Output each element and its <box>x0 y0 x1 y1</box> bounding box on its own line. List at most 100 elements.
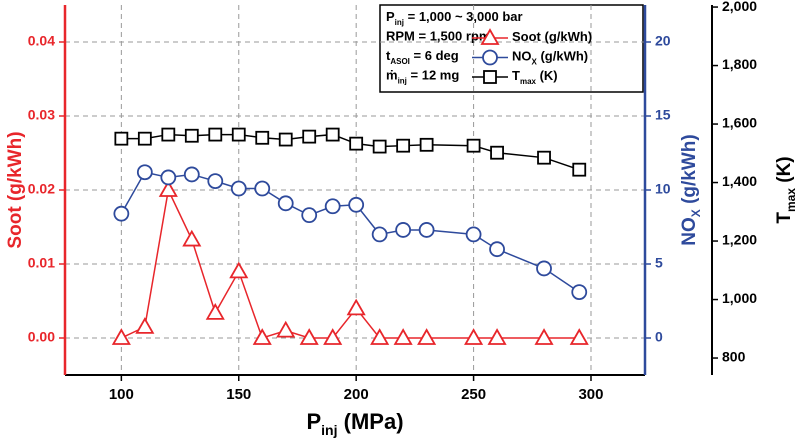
point <box>184 128 199 143</box>
text-part: t <box>386 48 391 63</box>
point <box>207 173 224 190</box>
text-part: max <box>520 77 537 86</box>
x-tick-label: 200 <box>344 386 369 403</box>
y-axis-title: Soot (g/kWh) <box>5 131 26 248</box>
y2-tick-label: 15 <box>655 107 671 123</box>
y-tick-label: 0.04 <box>28 33 55 49</box>
text-part: (K) <box>774 156 795 188</box>
point <box>208 127 223 142</box>
text-part: (g/kWh) <box>679 134 700 209</box>
y-tick-label: 0.02 <box>28 181 55 197</box>
point <box>183 166 200 183</box>
text-part: (K) <box>536 68 558 83</box>
text-part: RPM = 1,500 rpm <box>386 29 490 44</box>
y2-axis-title: NOX (g/kWh) <box>679 134 703 245</box>
point <box>254 180 271 197</box>
point <box>572 162 587 177</box>
text-part: X <box>532 57 538 66</box>
legend-marker <box>483 70 497 84</box>
y-tick-label: 0.01 <box>28 255 55 271</box>
point <box>182 229 202 247</box>
point <box>229 261 249 279</box>
annotation: ṁinj = 12 mg <box>386 68 459 85</box>
text-part: inj <box>398 76 407 85</box>
point <box>395 222 412 238</box>
point <box>160 169 177 186</box>
point <box>299 328 319 345</box>
point <box>205 303 225 320</box>
y2-tick-label: 0 <box>655 329 663 345</box>
point <box>324 198 341 215</box>
text-part: = 1,000 ~ 3,000 bar <box>404 9 523 24</box>
text-part: NO <box>512 49 532 64</box>
point <box>301 207 318 224</box>
point <box>114 131 129 146</box>
point <box>371 226 388 243</box>
legend-marker <box>480 28 500 45</box>
point <box>536 260 552 277</box>
text-part: Soot (g/kWh) <box>512 29 592 44</box>
point <box>571 284 588 301</box>
text-part: ASOI <box>390 57 410 66</box>
text-part: T <box>512 68 520 83</box>
text-part: (g/kWh) <box>537 49 588 64</box>
point <box>276 320 296 338</box>
y3-tick-label: 1,000 <box>722 290 757 306</box>
point <box>419 137 434 152</box>
point <box>393 328 413 345</box>
x-tick-label: 250 <box>461 386 486 403</box>
point <box>135 317 155 334</box>
annotation: tASOI = 6 deg <box>386 48 459 65</box>
legend-label: NOX (g/kWh) <box>512 49 588 66</box>
point <box>348 196 365 213</box>
point <box>137 131 152 146</box>
point <box>418 222 435 238</box>
point <box>372 139 387 154</box>
text-part: = 12 mg <box>407 68 459 83</box>
point <box>396 138 411 153</box>
point <box>490 145 504 160</box>
y3-tick-label: 1,200 <box>722 232 757 248</box>
point <box>277 195 294 212</box>
point <box>370 328 390 345</box>
point <box>136 164 153 181</box>
x-tick-label: 150 <box>226 386 251 403</box>
annotation: RPM = 1,500 rpm <box>386 29 490 44</box>
text-part: Soot (g/kWh) <box>5 131 26 248</box>
text-part: P <box>306 409 321 434</box>
text-part: T <box>774 212 795 224</box>
y3-tick-label: 1,800 <box>722 56 757 72</box>
point <box>487 328 507 345</box>
annotation: Pinj = 1,000 ~ 3,000 bar <box>386 9 523 26</box>
point <box>464 328 484 345</box>
point <box>302 129 317 144</box>
y2-tick-label: 5 <box>655 255 663 271</box>
y-tick-label: 0.03 <box>28 107 55 123</box>
legend-marker <box>482 49 498 66</box>
point <box>158 180 178 197</box>
point <box>252 328 272 345</box>
y3-axis-title: Tmax (K) <box>774 156 798 223</box>
y-tick-label: 0.00 <box>28 329 55 345</box>
text-part: NO <box>679 217 700 246</box>
point <box>111 328 131 345</box>
point <box>325 127 340 142</box>
text-part: = 6 deg <box>410 48 459 63</box>
y3-tick-label: 800 <box>722 349 746 365</box>
point <box>349 136 364 151</box>
point <box>537 150 551 165</box>
text-part: P <box>386 9 395 24</box>
y3-tick-label: 2,000 <box>722 0 757 14</box>
x-tick-label: 100 <box>109 386 134 403</box>
point <box>534 328 554 345</box>
x-axis-title: Pinj (MPa) <box>306 409 403 438</box>
text-part: ṁ <box>386 68 398 83</box>
legend-label: Tmax (K) <box>512 68 558 85</box>
point <box>323 328 343 345</box>
point <box>466 138 481 153</box>
y2-tick-label: 20 <box>655 33 671 49</box>
point <box>161 127 176 142</box>
text-part: inj <box>321 422 337 438</box>
point <box>569 328 589 345</box>
